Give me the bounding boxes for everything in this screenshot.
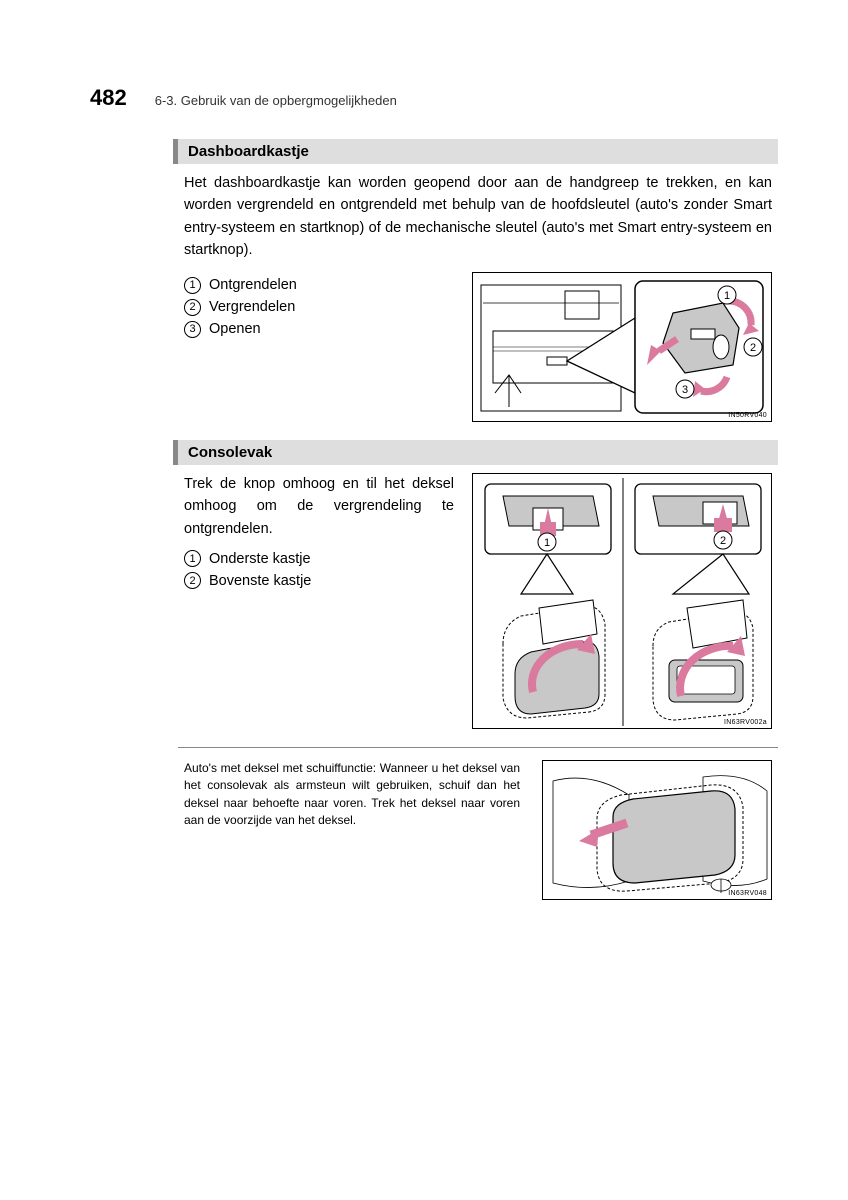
armrest-illustration-icon [543,761,773,901]
console-illustration-icon: 1 2 [473,474,773,730]
section2-row: Trek de knop omhoog en til het deksel om… [178,473,778,729]
list-label: Ontgrendelen [209,277,297,293]
section3-text-col: Auto's met deksel met schuiffunctie: Wan… [184,760,520,830]
list-item: 2 Vergrendelen [184,299,454,316]
figure-armrest-slide: IN63RV048 [542,760,772,900]
section1-paragraph: Het dashboardkastje kan worden geopend d… [178,172,778,262]
number-icon: 1 [184,277,201,294]
dashboard-illustration-icon: 1 2 3 [473,273,773,423]
svg-text:1: 1 [724,290,730,302]
figure-dashboard: 1 2 3 IN50RV040 [472,272,772,422]
list-label: Vergrendelen [209,299,295,315]
number-icon: 1 [184,550,201,567]
number-icon: 2 [184,572,201,589]
number-icon: 2 [184,299,201,316]
figure-id-label: IN63RV002a [724,719,767,726]
page-header: 482 6-3. Gebruik van de opbergmogelijkhe… [90,85,778,111]
section2-paragraph: Trek de knop omhoog en til het deksel om… [184,473,454,540]
svg-text:2: 2 [720,535,726,547]
svg-text:2: 2 [750,342,756,354]
page-number: 482 [90,85,127,111]
figure-id-label: IN50RV040 [728,412,767,419]
page-content: Dashboardkastje Het dashboardkastje kan … [178,139,778,900]
figure-id-label: IN63RV048 [728,890,767,897]
section-heading-dashboardkastje: Dashboardkastje [173,139,778,164]
section2-text-col: Trek de knop omhoog en til het deksel om… [184,473,454,729]
section2-figure-col: 1 2 [472,473,772,729]
list-label: Openen [209,321,261,337]
list-label: Bovenste kastje [209,573,311,589]
list-item: 1 Onderste kastje [184,550,454,567]
list-label: Onderste kastje [209,551,311,567]
breadcrumb: 6-3. Gebruik van de opbergmogelijkheden [155,93,397,108]
svg-text:1: 1 [544,537,550,549]
section3-figure-col: IN63RV048 [542,760,772,900]
section3-row: Auto's met deksel met schuiffunctie: Wan… [178,760,778,900]
section-heading-consolevak: Consolevak [173,440,778,465]
list-item: 2 Bovenste kastje [184,572,454,589]
section3-paragraph: Auto's met deksel met schuiffunctie: Wan… [184,760,520,830]
section1-list: 1 Ontgrendelen 2 Vergrendelen 3 Openen [184,277,454,338]
number-icon: 3 [184,321,201,338]
figure-console: 1 2 [472,473,772,729]
svg-text:3: 3 [682,384,688,396]
list-item: 1 Ontgrendelen [184,277,454,294]
section2-list: 1 Onderste kastje 2 Bovenste kastje [184,550,454,589]
list-item: 3 Openen [184,321,454,338]
section1-row: 1 Ontgrendelen 2 Vergrendelen 3 Openen [178,272,778,422]
horizontal-divider [178,747,778,748]
section1-list-col: 1 Ontgrendelen 2 Vergrendelen 3 Openen [184,272,454,422]
section1-figure-col: 1 2 3 IN50RV040 [472,272,772,422]
